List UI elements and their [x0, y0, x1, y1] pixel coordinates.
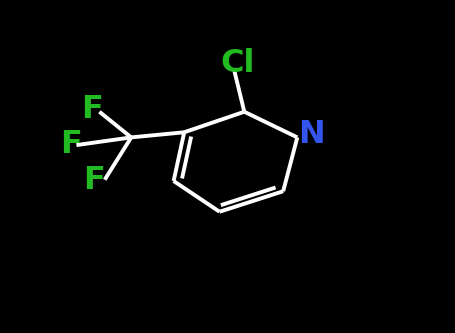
Text: F: F	[81, 94, 103, 125]
Text: F: F	[83, 165, 105, 196]
Text: N: N	[298, 119, 324, 150]
Text: Cl: Cl	[219, 48, 254, 79]
Text: F: F	[61, 129, 82, 160]
